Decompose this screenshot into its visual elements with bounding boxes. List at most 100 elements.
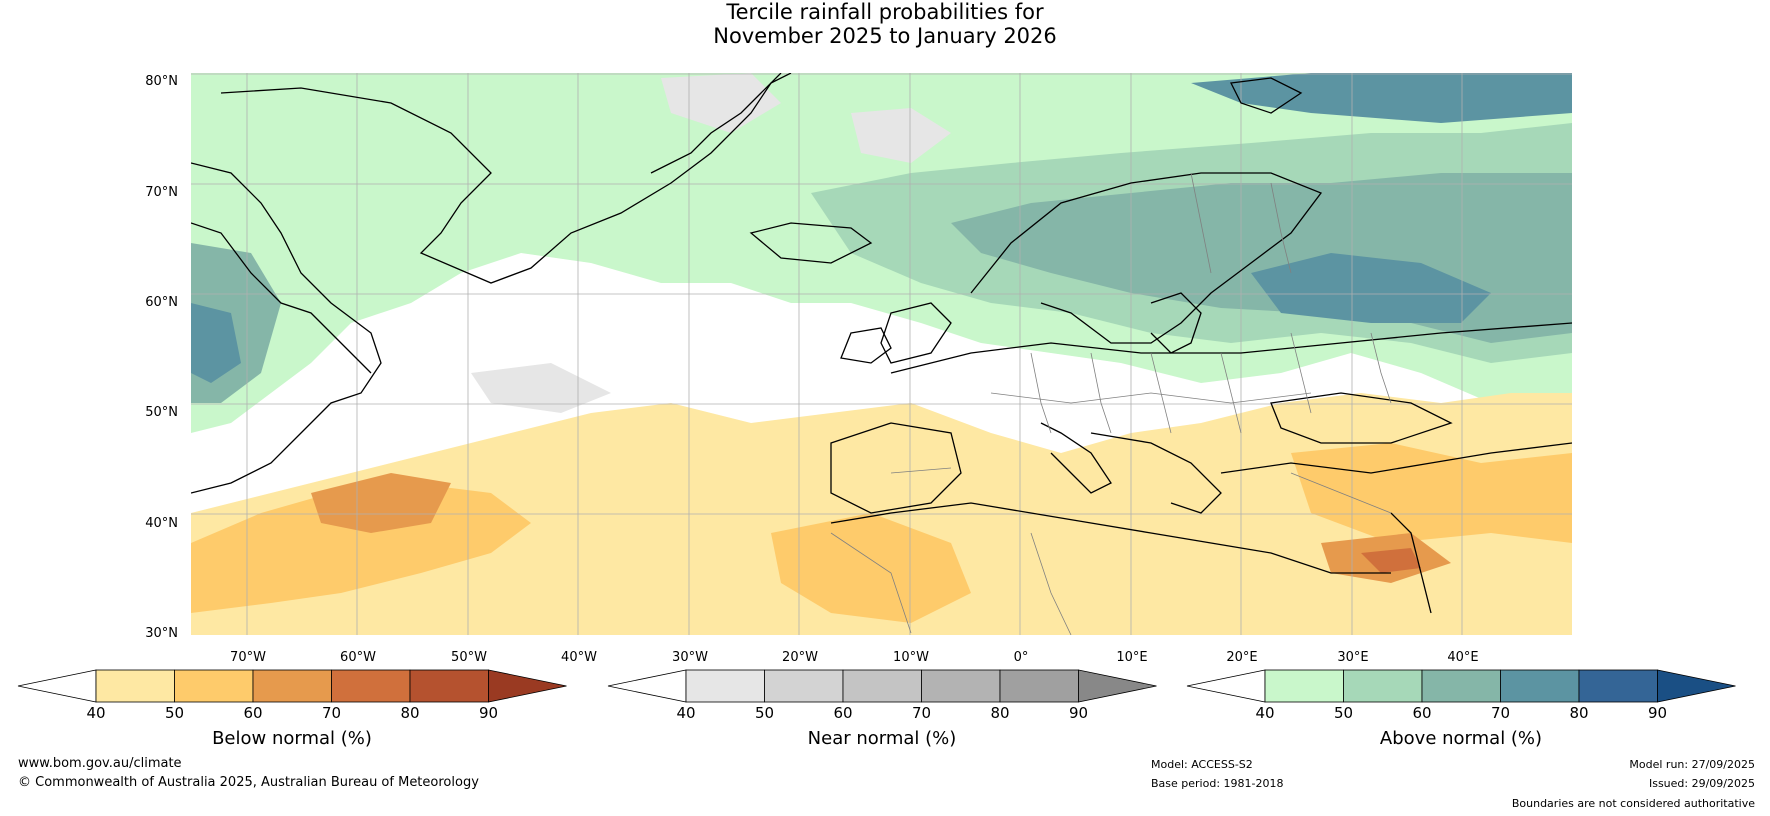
canada-coast — [191, 162, 382, 494]
legend-2-bin-4 — [1500, 669, 1580, 703]
legend-1-extend-low — [607, 669, 687, 703]
legend-1-bin-2 — [764, 669, 844, 703]
legend-0-extend-low — [17, 669, 97, 703]
iberia-coast — [830, 422, 962, 514]
legend-2-extend-high — [1657, 669, 1736, 703]
legend-1-tick-80: 80 — [990, 704, 1010, 722]
near-normal-patch-3 — [471, 363, 611, 413]
legend-0-tick-60: 60 — [243, 704, 263, 722]
legend-2-tick-90: 90 — [1647, 704, 1668, 722]
legend-1-tick-50: 50 — [754, 704, 775, 722]
legend-2-extend-low — [1186, 669, 1266, 703]
lon-label-30w: 30°W — [672, 650, 708, 665]
legend-0-bin-4 — [331, 669, 411, 703]
lon-label-40e: 40°E — [1447, 650, 1479, 665]
legend-1-bin-4 — [921, 669, 1001, 703]
iceland-coast — [749, 222, 873, 264]
legend-0-bin-3 — [252, 669, 332, 703]
lon-label-70w: 70°W — [230, 650, 266, 665]
below-normal-70-region — [311, 473, 451, 533]
lat-label-70n: 70°N — [145, 185, 178, 200]
below-normal-80-region — [1361, 548, 1421, 573]
lon-label-60w: 60°W — [340, 650, 376, 665]
legend-0-tick-70: 70 — [321, 704, 342, 722]
legend-0-tick-90: 90 — [478, 704, 499, 722]
uk-coast-2 — [840, 327, 892, 364]
above-normal-west-region-2 — [191, 303, 241, 383]
legend-label-below: Below normal (%) — [212, 728, 372, 749]
baltic-coast — [1150, 292, 1202, 354]
uk-coast — [880, 302, 952, 364]
map-title: Tercile rainfall probabilities for Novem… — [0, 0, 1770, 48]
below-normal-60-region — [191, 483, 531, 613]
lat-label-50n: 50°N — [145, 405, 178, 420]
lon-label-10w: 10°W — [893, 650, 929, 665]
footer-model: Model: ACCESS-S2 — [1151, 758, 1253, 771]
lon-label-40w: 40°W — [561, 650, 597, 665]
black-sea-coast — [1270, 392, 1453, 444]
footer-copyright: © Commonwealth of Australia 2025, Austra… — [18, 775, 479, 790]
near-normal-patch-1 — [661, 73, 781, 133]
lon-label-0: 0° — [1013, 650, 1029, 665]
legend-1-bin-3 — [842, 669, 922, 703]
legend-0-tick-80: 80 — [400, 704, 420, 722]
legend-1-tick-90: 90 — [1068, 704, 1089, 722]
africa-coast — [830, 502, 1391, 574]
lon-label-20e: 20°E — [1226, 650, 1258, 665]
legend-2-tick-50: 50 — [1333, 704, 1354, 722]
greenland-coast — [220, 73, 792, 284]
legend-0-bin-5 — [409, 669, 489, 703]
lat-label-40n: 40°N — [145, 516, 178, 531]
lat-label-30n: 30°N — [145, 626, 178, 641]
near-normal-patch-2 — [851, 108, 951, 163]
legend-colorbars — [17, 669, 1736, 703]
legend-0-tick-50: 50 — [164, 704, 185, 722]
legend-label-above: Above normal (%) — [1379, 728, 1543, 749]
greenland-east-coast — [650, 73, 782, 174]
legend-0-tick-40: 40 — [86, 704, 106, 722]
svalbard-coast — [1230, 77, 1303, 114]
map-canvas — [191, 73, 1572, 635]
footer-base-period: Base period: 1981-2018 — [1151, 777, 1284, 790]
below-normal-60-region-3 — [1291, 443, 1572, 543]
coastlines — [191, 73, 1572, 614]
legend-1-extend-high — [1078, 669, 1157, 703]
legend-1-tick-60: 60 — [833, 704, 853, 722]
above-normal-80-region-russia — [1251, 253, 1491, 323]
legend-2-tick-80: 80 — [1569, 704, 1589, 722]
country-borders — [830, 172, 1392, 635]
legend-0-extend-high — [488, 669, 567, 703]
europe-coast — [890, 322, 1572, 374]
footer-model-run: Model run: 27/09/2025 — [1629, 758, 1755, 771]
levant-coast — [1390, 512, 1432, 614]
legend-1-tick-70: 70 — [911, 704, 932, 722]
turkey-coast — [1220, 442, 1572, 474]
map-area — [191, 73, 1572, 635]
legend-1-bin-5 — [999, 669, 1079, 703]
title-line-2: November 2025 to January 2026 — [713, 24, 1057, 48]
scandinavia-coast — [970, 172, 1323, 344]
lon-label-20w: 20°W — [782, 650, 818, 665]
lat-label-60n: 60°N — [145, 295, 178, 310]
legend-2-bin-1 — [1264, 669, 1344, 703]
graticule — [191, 73, 1572, 635]
footer-issued: Issued: 29/09/2025 — [1648, 777, 1755, 790]
legend-0-bin-1 — [95, 669, 175, 703]
legend-1-bin-1 — [685, 669, 765, 703]
legend-1-tick-40: 40 — [676, 704, 696, 722]
lon-label-10e: 10°E — [1116, 650, 1148, 665]
lon-label-50w: 50°W — [451, 650, 487, 665]
lon-label-30e: 30°E — [1337, 650, 1369, 665]
balkan-coast — [1090, 432, 1222, 514]
legend-2-bin-5 — [1578, 669, 1658, 703]
below-normal-60-region-2 — [771, 513, 971, 623]
labrador-coast — [191, 222, 372, 374]
legend-label-near: Near normal (%) — [807, 728, 957, 749]
legend-2-tick-60: 60 — [1412, 704, 1432, 722]
title-line-1: Tercile rainfall probabilities for — [726, 0, 1044, 24]
italy-coast — [1040, 422, 1112, 494]
legend-2-tick-40: 40 — [1255, 704, 1275, 722]
lat-label-80n: 80°N — [145, 74, 178, 89]
legend-0-bin-2 — [174, 669, 254, 703]
legend-2-bin-2 — [1343, 669, 1423, 703]
